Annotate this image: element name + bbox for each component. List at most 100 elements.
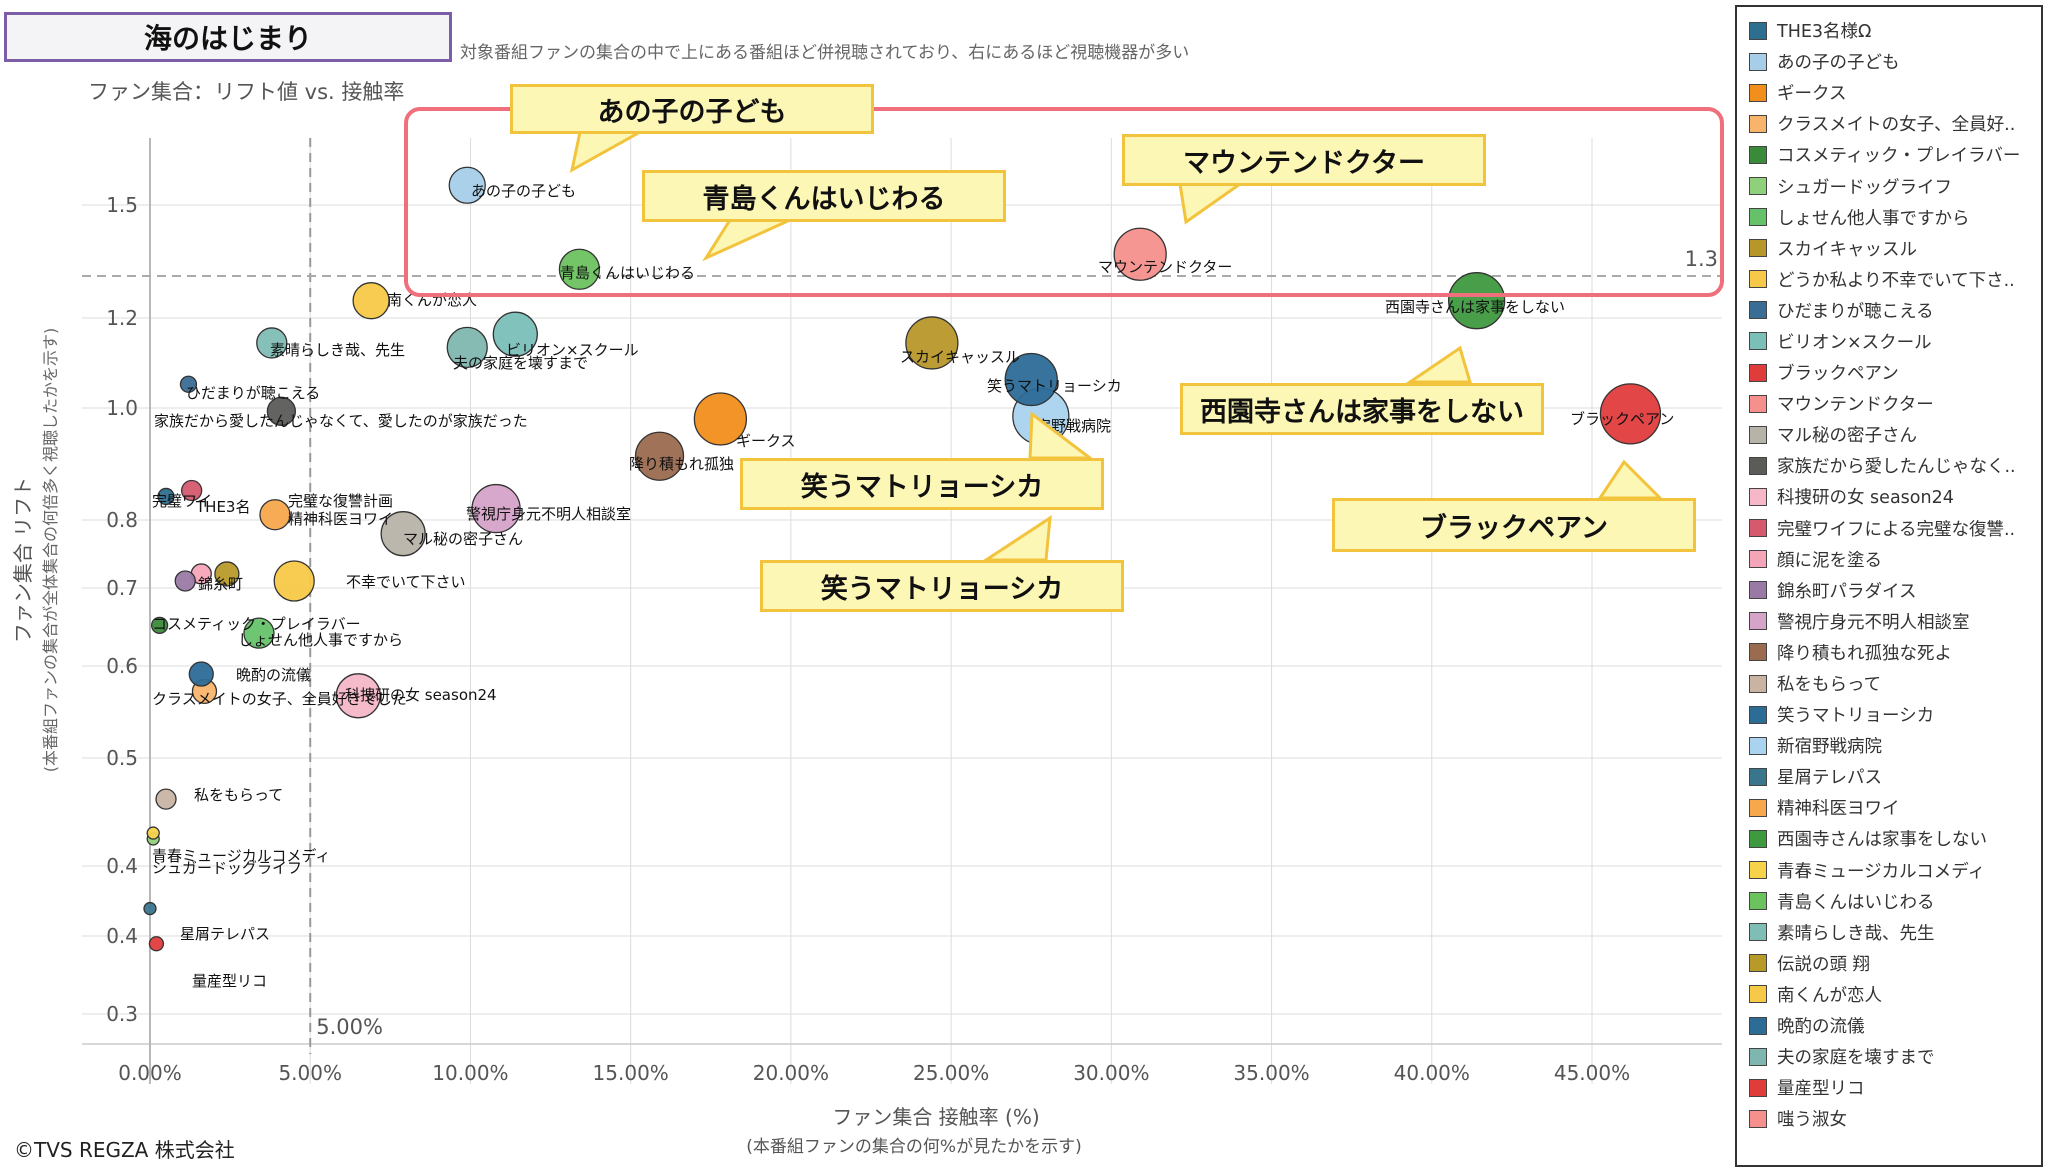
legend-item: マル秘の密子さん <box>1737 419 2041 450</box>
point-label: 星屑テレパス <box>180 925 270 943</box>
legend-swatch <box>1749 736 1767 755</box>
y-tick-label: 0.3 <box>106 1002 138 1026</box>
legend-swatch <box>1749 363 1767 382</box>
point-label: マウンテンドクター <box>1098 258 1232 276</box>
legend-label: あの子の子ども <box>1777 53 1900 74</box>
data-point <box>181 479 203 502</box>
x-tick-label: 20.00% <box>753 1061 829 1085</box>
y-tick-label: 0.4 <box>106 924 138 948</box>
x-axis-subtitle: (本番組ファンの集合の何%が見たかを示す) <box>746 1137 1081 1157</box>
legend-item: 晩酌の流儀 <box>1737 1010 2041 1041</box>
legend-swatch <box>1749 301 1767 320</box>
x-axis-title: ファン集合 接触率 (%) <box>832 1105 1039 1129</box>
x-tick-label: 10.00% <box>432 1061 508 1085</box>
point-label: 西園寺さんは家事をしない <box>1385 298 1565 316</box>
y-tick-label: 1.5 <box>106 193 138 217</box>
data-point <box>256 327 288 359</box>
legend-item: マウンテンドクター <box>1737 388 2041 419</box>
point-label: あの子の子ども <box>471 182 576 200</box>
x-tick-label: 30.00% <box>1073 1061 1149 1085</box>
point-label: ビリオン×スクール <box>506 341 639 359</box>
legend-label: 晩酌の流儀 <box>1777 1017 1865 1038</box>
legend-swatch <box>1749 114 1767 133</box>
legend-label: THE3名様Ω <box>1777 22 1872 43</box>
legend-item: シュガードッグライフ <box>1737 170 2041 201</box>
ref-line-y-label: 1.3 <box>1685 247 1718 271</box>
point-label: 精神科医ヨワイ <box>288 510 393 528</box>
legend-swatch <box>1749 643 1767 662</box>
x-tick-label: 35.00% <box>1233 1061 1309 1085</box>
y-tick-label: 0.7 <box>106 576 138 600</box>
legend-swatch <box>1749 581 1767 600</box>
legend-swatch <box>1749 487 1767 506</box>
point-label: 降り積もれ孤独 <box>629 455 734 473</box>
page-title: 海のはじまり <box>4 12 452 62</box>
legend-label: しょせん他人事ですから <box>1777 208 1970 229</box>
y-tick-label: 0.6 <box>106 654 138 678</box>
legend-swatch <box>1749 425 1767 444</box>
legend-label: 伝説の頭 翔 <box>1777 954 1871 975</box>
data-point <box>155 788 177 810</box>
data-point <box>266 396 297 426</box>
legend-label: ギークス <box>1777 84 1847 105</box>
data-point <box>471 483 521 534</box>
legend-label: 青春ミュージカルコメディ <box>1777 861 1986 882</box>
legend-swatch <box>1749 892 1767 911</box>
legend-item: スカイキャッスル <box>1737 233 2041 264</box>
legend-label: どうか私より不幸でいて下さ.. <box>1777 270 2015 291</box>
legend-swatch <box>1749 829 1767 848</box>
data-point <box>634 431 685 481</box>
legend-swatch <box>1749 985 1767 1004</box>
legend-label: 家族だから愛したんじゃなく.. <box>1777 457 2016 478</box>
legend-item: THE3名様Ω <box>1737 15 2041 46</box>
legend-item: どうか私より不幸でいて下さ.. <box>1737 264 2041 295</box>
y-tick-label: 0.4 <box>106 854 138 878</box>
data-point <box>259 499 291 531</box>
data-point <box>157 487 175 506</box>
legend-label: 西園寺さんは家事をしない <box>1777 830 1987 851</box>
point-label: ひだまりが聴こえる <box>186 384 320 402</box>
point-label: シュガードッグライフ <box>152 859 302 877</box>
data-point <box>146 826 160 840</box>
callout-anoko: あの子の子ども <box>510 84 874 134</box>
point-label: THE3名 <box>195 498 250 516</box>
point-label: 素晴らしき哉、先生 <box>270 341 405 359</box>
data-point <box>492 311 538 357</box>
legend-item: 降り積もれ孤独な死よ <box>1737 637 2041 668</box>
legend-label: スカイキャッスル <box>1777 239 1917 260</box>
point-label: ギークス <box>736 432 796 450</box>
data-point <box>214 561 240 587</box>
data-point <box>188 661 214 687</box>
data-point <box>693 392 748 446</box>
legend-swatch <box>1749 52 1767 71</box>
legend-item: 新宿野戦病院 <box>1737 730 2041 761</box>
legend-label: 降り積もれ孤独な死よ <box>1777 643 1952 664</box>
legend-item: 伝説の頭 翔 <box>1737 948 2041 979</box>
legend-swatch <box>1749 767 1767 786</box>
legend-item: 家族だから愛したんじゃなく.. <box>1737 450 2041 481</box>
callout-warau-2: 笑うマトリョーシカ <box>760 560 1124 612</box>
legend-label: ひだまりが聴こえる <box>1777 301 1934 322</box>
data-point <box>558 248 601 290</box>
legend-label: 星屑テレパス <box>1777 768 1882 789</box>
legend-item: 私をもらって <box>1737 668 2041 699</box>
legend-item: あの子の子ども <box>1737 46 2041 77</box>
legend-label: 素晴らしき哉、先生 <box>1777 923 1935 944</box>
legend-label: 科捜研の女 season24 <box>1777 488 1954 509</box>
legend-item: 夫の家庭を壊すまで <box>1737 1041 2041 1072</box>
legend-item: コスメティック・プレイラバー <box>1737 139 2041 170</box>
legend-item: 青春ミュージカルコメディ <box>1737 855 2041 886</box>
legend-item: 素晴らしき哉、先生 <box>1737 917 2041 948</box>
legend-label: 警視庁身元不明人相談室 <box>1777 612 1970 633</box>
legend-label: 青島くんはいじわる <box>1777 892 1935 913</box>
point-label: コスメティック・プレイラバー <box>152 615 361 633</box>
x-tick-label: 45.00% <box>1554 1061 1630 1085</box>
point-label: しょせん他人事ですから <box>238 631 403 649</box>
legend-label: 顔に泥を塗る <box>1777 550 1882 571</box>
point-label: 私をもらって <box>194 786 283 804</box>
legend-item: 精神科医ヨワイ <box>1737 792 2041 823</box>
point-label: スカイキャッスル <box>900 348 1020 366</box>
x-tick-label: 15.00% <box>593 1061 669 1085</box>
point-label: 錦糸町 <box>198 575 243 593</box>
point-label: 警視庁身元不明人相談室 <box>466 505 631 523</box>
